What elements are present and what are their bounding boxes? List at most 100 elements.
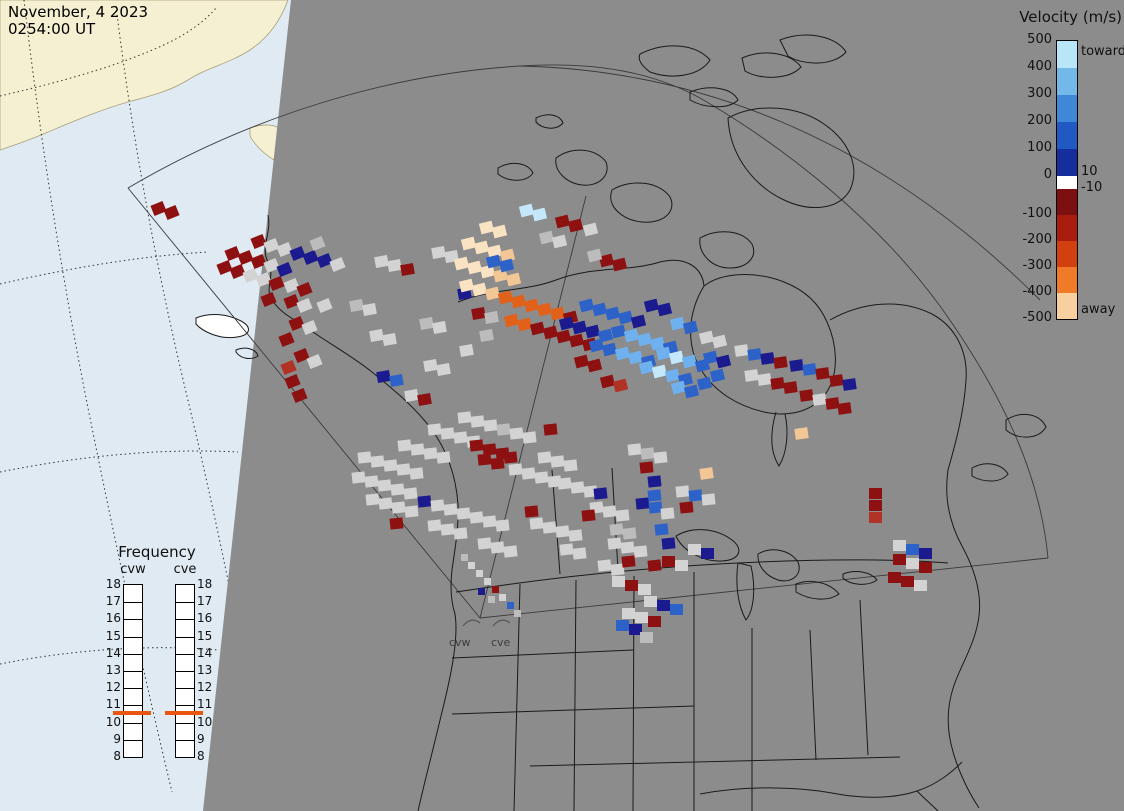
velocity-cell [549,306,566,321]
velocity-cell [773,356,788,369]
velocity-cell [370,455,385,468]
velocity-cell [537,451,552,464]
velocity-cell [649,336,666,351]
arctic-mainland-coast [457,259,705,303]
velocity-cell [627,443,642,456]
coastal-island [195,313,249,339]
velocity-cell [478,588,485,595]
velocity-cell [505,272,522,287]
velocity-cell [825,397,840,410]
velocity-cell [510,294,527,309]
velocity-cell [610,563,625,576]
velocity-cell [609,523,624,536]
radar-site-markers [462,619,511,627]
velocity-cell [572,547,587,560]
velocity-cell [349,298,364,313]
velocity-cell [250,233,267,250]
velocity-cell [503,451,518,464]
velocity-cell [382,332,397,347]
velocity-cell [423,447,438,460]
velocity-cell [276,241,293,258]
velocity-cell [654,523,669,536]
velocity-cell [842,378,857,391]
velocity-cell [491,224,508,239]
velocity-cell [682,320,699,335]
velocity-cell [479,328,494,343]
velocity-cell [357,451,372,464]
velocity-cell [469,511,484,524]
velocity-cell [417,495,432,508]
velocity-cell [639,461,654,474]
velocity-cell [503,313,520,328]
velocity-cell [484,310,499,325]
velocity-cell [461,554,468,561]
velocity-cell [573,354,590,369]
velocity-cell [534,471,549,484]
velocity-cell [802,363,817,376]
velocity-cell [364,475,379,488]
velocity-cell [260,291,277,308]
velocity-cell [490,457,505,470]
velocity-cell [586,248,603,263]
velocity-cell [485,254,502,269]
velocity-cell [329,256,346,273]
velocity-cell [263,257,280,274]
velocity-cell [417,392,432,407]
velocity-cell [469,439,484,452]
velocity-cell [661,537,676,550]
velocity-cell [490,541,505,554]
velocity-cell [568,333,585,348]
velocity-cell [620,541,635,554]
velocity-cell [369,328,384,343]
velocity-cell [734,344,749,357]
velocity-cell [229,263,246,280]
velocity-cell [906,558,919,569]
velocity-cell [550,455,565,468]
velocity-cell [423,358,438,373]
velocity-cell [629,624,642,635]
velocity-cell [457,411,472,424]
velocity-cell [669,316,686,331]
velocity-cell [495,519,510,532]
velocity-cell [389,517,404,530]
velocity-cell [584,324,601,339]
velocity-cell [150,200,167,217]
velocity-cell [893,554,906,565]
velocity-cell [638,584,651,595]
velocity-cell [497,290,514,305]
velocity-cell [250,253,267,270]
velocity-cell [622,608,635,619]
velocity-cell [427,423,442,436]
velocity-cell [557,477,572,490]
velocity-cell [709,368,726,383]
velocity-cell [551,234,568,249]
velocity-cell [662,556,675,567]
baffin-island [727,107,855,208]
velocity-cell [377,479,392,492]
velocity-cell [492,268,509,283]
velocity-cell [396,463,411,476]
velocity-cell [521,467,536,480]
velocity-cell [503,545,518,558]
velocity-cell [657,600,670,611]
velocity-cell [591,302,608,317]
velocity-cell [578,298,595,313]
velocity-cell [612,576,625,587]
velocity-cell [484,578,491,585]
velocity-cell [633,545,648,558]
velocity-cell [757,373,772,386]
velocity-cell [306,353,323,370]
velocity-cell [283,293,300,310]
velocity-cell [387,258,402,273]
velocity-cell [460,236,477,251]
velocity-cell [470,415,485,428]
velocity-cell [509,427,524,440]
velocity-cell [293,347,310,364]
gulf-coast [699,761,963,798]
velocity-cell [404,388,419,403]
velocity-cell [668,350,685,365]
velocity-cell [378,497,393,510]
velocity-cell [436,362,451,377]
velocity-cell [563,459,578,472]
